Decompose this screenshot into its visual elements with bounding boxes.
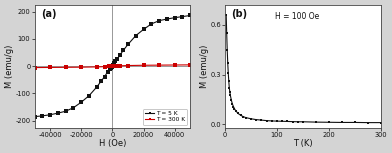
T = 300 K	[107, 65, 112, 67]
T = 5 K	[32, 116, 37, 118]
T = 5 K	[165, 18, 169, 20]
T = 5 K	[40, 115, 45, 117]
T = 300 K	[188, 64, 192, 66]
T = 5 K	[94, 86, 99, 88]
T = 300 K	[79, 66, 83, 68]
T = 5 K	[105, 71, 110, 73]
T = 5 K	[71, 107, 76, 109]
T = 5 K	[149, 23, 154, 25]
T = 5 K	[188, 15, 192, 16]
T = 5 K	[111, 64, 115, 66]
T = 300 K	[110, 65, 115, 67]
Text: (a): (a)	[41, 9, 56, 19]
T = 5 K	[113, 60, 117, 62]
Line: T = 5 K: T = 5 K	[33, 14, 192, 118]
T = 5 K	[99, 80, 104, 82]
T = 5 K	[108, 68, 113, 70]
T = 5 K	[64, 110, 68, 112]
T = 300 K	[48, 67, 53, 68]
T = 5 K	[79, 101, 83, 103]
T = 5 K	[102, 76, 107, 78]
T = 300 K	[125, 65, 130, 66]
T = 5 K	[141, 28, 146, 30]
Legend: T = 5 K, T = 300 K: T = 5 K, T = 300 K	[143, 109, 187, 125]
T = 300 K	[118, 65, 123, 67]
X-axis label: H (Oe): H (Oe)	[99, 139, 126, 148]
T = 300 K	[112, 65, 116, 67]
T = 5 K	[111, 63, 116, 64]
T = 5 K	[118, 54, 123, 56]
T = 5 K	[48, 114, 53, 116]
T = 5 K	[87, 95, 91, 97]
T = 300 K	[102, 66, 107, 67]
T = 300 K	[32, 67, 37, 69]
T = 5 K	[121, 49, 126, 51]
T = 5 K	[109, 67, 114, 69]
X-axis label: T (K): T (K)	[293, 139, 313, 148]
Y-axis label: M (emu/g): M (emu/g)	[200, 45, 209, 88]
T = 300 K	[172, 64, 177, 66]
T = 5 K	[125, 43, 130, 45]
Text: H = 100 Oe: H = 100 Oe	[275, 12, 319, 21]
T = 5 K	[56, 112, 60, 114]
T = 5 K	[133, 35, 138, 37]
T = 5 K	[157, 20, 162, 22]
T = 300 K	[113, 65, 118, 67]
T = 5 K	[172, 17, 177, 19]
T = 5 K	[110, 66, 114, 68]
T = 5 K	[110, 65, 115, 67]
T = 300 K	[94, 66, 99, 68]
Line: T = 300 K: T = 300 K	[33, 63, 192, 69]
T = 5 K	[180, 16, 185, 17]
T = 300 K	[64, 66, 68, 68]
Text: (b): (b)	[231, 9, 247, 19]
T = 300 K	[157, 64, 162, 66]
T = 5 K	[115, 58, 120, 60]
T = 300 K	[141, 64, 146, 66]
T = 300 K	[109, 65, 113, 67]
Y-axis label: M (emu/g): M (emu/g)	[5, 45, 14, 88]
